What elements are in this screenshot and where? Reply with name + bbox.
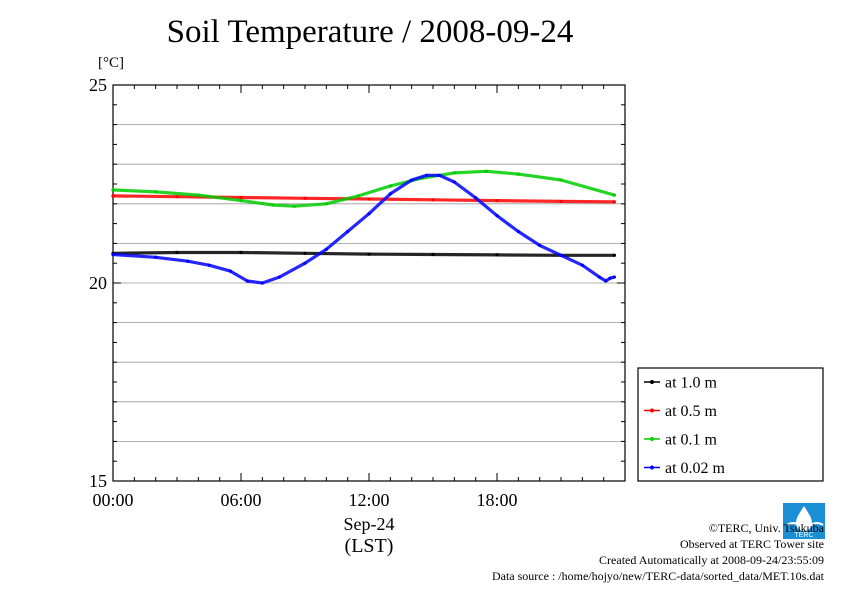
series-point-4	[207, 263, 211, 267]
y-tick-label: 15	[89, 471, 107, 491]
series-point-3	[324, 202, 328, 206]
series-point-4	[388, 192, 392, 196]
series-point-1	[303, 251, 307, 255]
svg-text:TERC: TERC	[794, 532, 813, 539]
series-point-2	[111, 194, 115, 198]
series-point-3	[516, 172, 520, 176]
legend-marker	[650, 437, 654, 441]
series-point-3	[612, 193, 616, 197]
series-point-2	[431, 198, 435, 202]
credits-block: ©TERC, Univ. Tsukuba Observed at TERC To…	[492, 520, 824, 584]
legend-label: at 0.1 m	[665, 432, 718, 449]
series-point-4	[538, 243, 542, 247]
series-point-3	[356, 194, 360, 198]
series-point-4	[604, 279, 608, 283]
series-line-4	[111, 173, 616, 285]
series-point-3	[292, 204, 296, 208]
series-point-4	[367, 212, 371, 216]
series-point-4	[516, 229, 520, 234]
legend-marker	[650, 408, 654, 413]
x-axis-timezone-label: (LST)	[344, 535, 394, 557]
terc-logo: TERC	[783, 503, 825, 539]
series-point-1	[175, 250, 179, 255]
series-point-4	[580, 263, 584, 267]
series-point-2	[367, 197, 371, 201]
x-axis-date-label: Sep-24	[343, 514, 395, 534]
series-point-4	[410, 178, 414, 182]
series-point-4	[303, 261, 307, 265]
series-point-3	[388, 184, 392, 188]
series-point-1	[431, 252, 435, 257]
series-point-4	[186, 259, 190, 263]
series-point-3	[484, 169, 488, 173]
x-tick-label: 00:00	[92, 490, 133, 510]
series-point-4	[612, 275, 616, 279]
series-point-4	[452, 180, 456, 184]
series-point-4	[228, 269, 232, 273]
legend-marker	[650, 380, 654, 384]
series-point-2	[495, 199, 499, 203]
series-point-4	[425, 173, 429, 177]
series-point-4	[260, 281, 264, 285]
series-line-1	[111, 250, 616, 257]
series-point-2	[239, 195, 243, 200]
copyright-text: ©TERC, Univ. Tsukuba	[708, 521, 824, 535]
series-point-4	[277, 275, 281, 279]
series-point-1	[612, 253, 616, 257]
series-point-4	[495, 214, 499, 218]
series-point-4	[154, 255, 158, 259]
series-point-4	[111, 252, 115, 257]
series-point-1	[367, 252, 371, 256]
site-text: Observed at TERC Tower site	[679, 537, 824, 551]
data-source-text: Data source : /home/hojyo/new/TERC-data/…	[491, 569, 824, 583]
series-point-3	[452, 171, 456, 175]
legend-marker	[650, 465, 654, 470]
legend-label: at 1.0 m	[665, 375, 718, 392]
y-axis-unit-label: [°C]	[98, 55, 124, 71]
series-point-3	[111, 188, 115, 192]
series-point-3	[271, 203, 275, 207]
series-point-2	[303, 196, 307, 200]
y-tick-label: 25	[89, 75, 107, 95]
series-point-3	[239, 199, 243, 203]
legend-box	[637, 367, 824, 482]
plot-frame	[112, 84, 626, 482]
series-point-2	[175, 195, 179, 199]
series-point-4	[474, 196, 478, 200]
legend-label: at 0.02 m	[665, 460, 726, 477]
series-point-1	[495, 253, 499, 257]
series-point-4	[324, 247, 328, 251]
series-point-4	[437, 173, 441, 177]
chart-title: Soil Temperature / 2008-09-24	[166, 14, 574, 50]
series-point-4	[346, 229, 350, 234]
series-point-4	[559, 253, 563, 257]
series-point-4	[608, 276, 612, 280]
y-tick-label: 20	[89, 273, 107, 293]
x-tick-label: 18:00	[476, 490, 517, 510]
series-point-3	[196, 193, 200, 197]
series-point-2	[612, 200, 616, 204]
series-line-2	[111, 194, 616, 204]
series-point-4	[245, 279, 249, 283]
series-point-3	[559, 178, 563, 182]
legend-label: at 0.5 m	[665, 403, 718, 420]
x-tick-label: 12:00	[348, 490, 389, 510]
series-point-4	[597, 275, 602, 279]
series-point-2	[559, 199, 563, 204]
created-text: Created Automatically at 2008-09-24/23:5…	[599, 553, 824, 567]
series-point-3	[154, 190, 158, 194]
series-point-1	[239, 250, 243, 255]
x-tick-label: 06:00	[220, 490, 261, 510]
